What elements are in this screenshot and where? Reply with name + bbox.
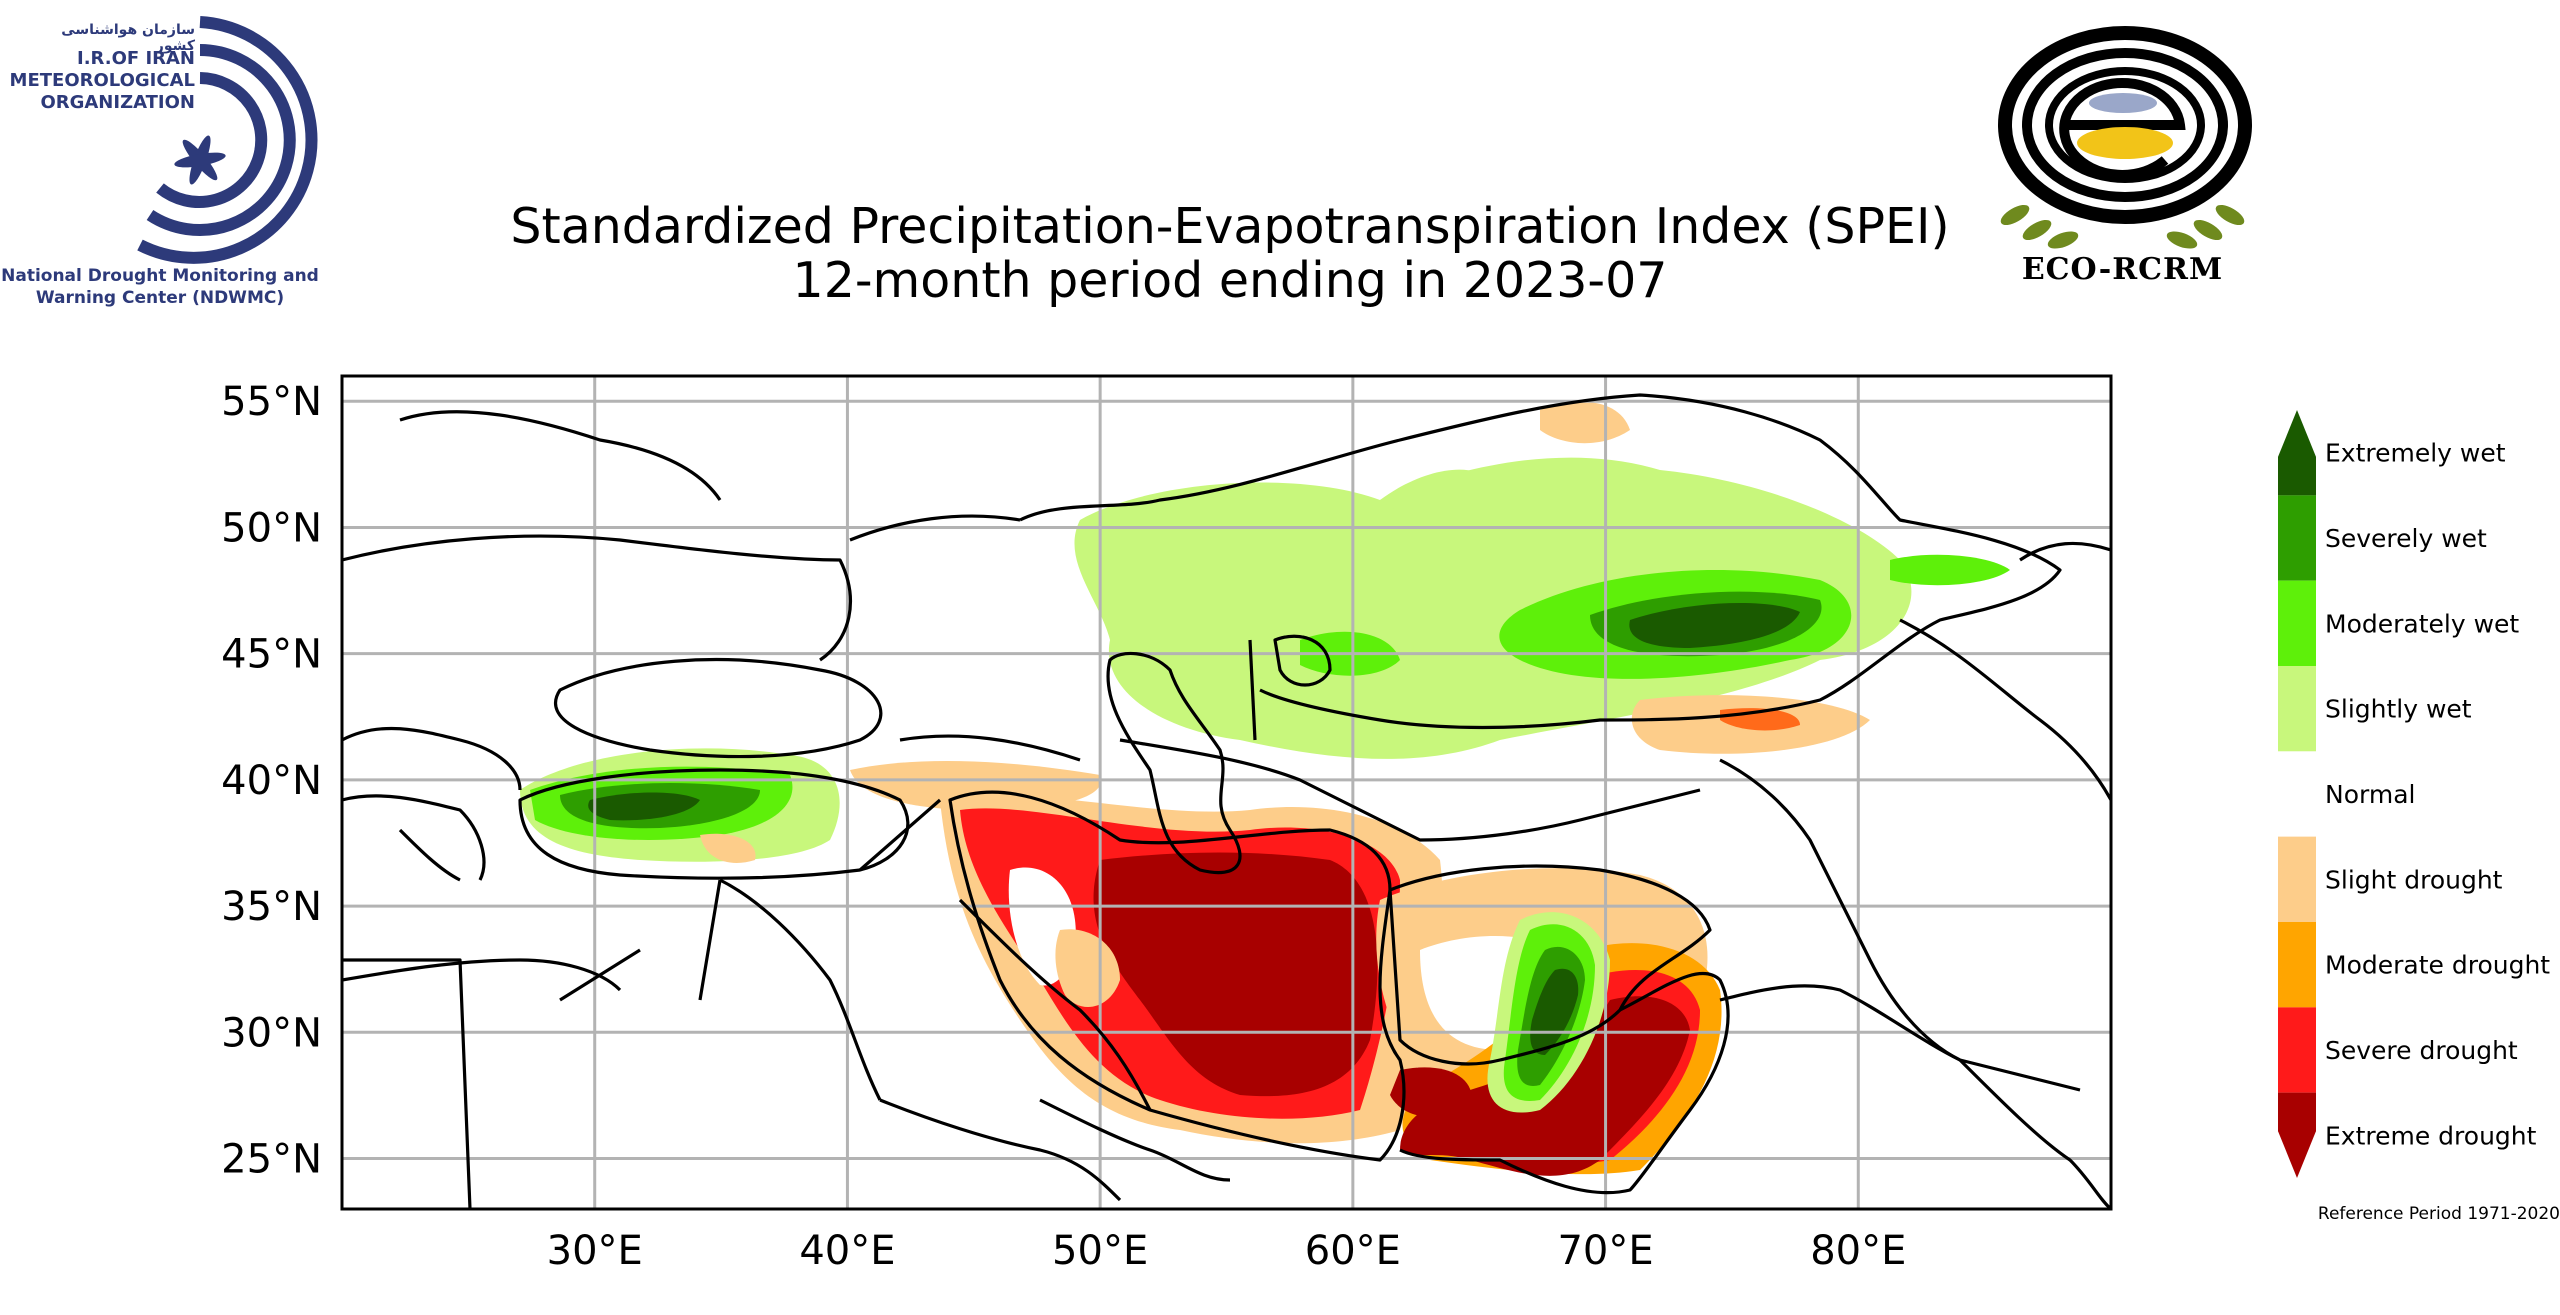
lat-tick-label: 35°N	[221, 884, 322, 930]
lat-tick-label: 30°N	[221, 1010, 322, 1056]
spei-field-layer	[520, 401, 2010, 1176]
country-borders	[342, 393, 2111, 1209]
aral-sea-outline	[1273, 634, 1332, 687]
reference-period: Reference Period 1971-2020	[2317, 1204, 2560, 1224]
legend-swatch	[2278, 922, 2316, 1008]
afghanistan-border	[1388, 864, 1712, 1066]
eco-rcrm-text: ECO-RCRM	[2021, 252, 2224, 287]
lon-tick-label: 30°E	[547, 1228, 643, 1274]
legend-swatch	[2278, 1007, 2316, 1093]
drought-turkey-south	[700, 833, 756, 863]
legend-swatch	[2278, 495, 2316, 581]
arabia-coast	[879, 898, 1152, 1202]
uzbek-turkmen-border	[1119, 738, 1701, 842]
slight-drought-patches-iran	[1055, 929, 1120, 1007]
lat-tick-label: 25°N	[221, 1137, 322, 1183]
legend-colorbar: Extremely wet Severely wet Moderately wet S…	[2278, 410, 2550, 1178]
ndwmc-caption-line1: National Drought Monitoring and	[1, 266, 319, 286]
ndwmc-caption-line2: Warning Center (NDWMC)	[35, 288, 285, 308]
map-title: Standardized Precipitation-Evapotranspir…	[510, 198, 1950, 255]
uzbek-kazakh-split	[1248, 639, 1257, 741]
caspian-sea-outline	[1106, 651, 1242, 875]
extreme-wet-turkey	[588, 792, 700, 821]
arabia-gulf-coast	[1039, 1098, 1231, 1182]
lat-tick-label: 45°N	[221, 632, 322, 678]
ndwmc-logo: سازمان هواشناسی کشور I.R.OF IRAN METEORO…	[0, 10, 330, 310]
lon-tick-label: 70°E	[1557, 1228, 1653, 1274]
belarus-border	[399, 410, 722, 501]
mongolia-border	[2019, 541, 2111, 562]
wet-patch-east	[1890, 554, 2010, 586]
legend-swatch	[2278, 836, 2316, 922]
legend-label: Extremely wet	[2325, 439, 2506, 468]
org-name-line2: METEOROLOGICAL	[9, 70, 195, 91]
turkey-border	[518, 768, 910, 880]
latitude-tick-labels: 55°N 50°N 45°N 40°N 35°N 30°N 25°N	[221, 379, 322, 1182]
legend-swatch	[2278, 666, 2316, 752]
iran-border	[948, 790, 1406, 1162]
legend-label: Normal	[2325, 780, 2415, 809]
india-border	[1719, 984, 2081, 1092]
black-sea-outline	[553, 657, 883, 759]
legend-label: Moderately wet	[2325, 609, 2519, 638]
org-name-line3: ORGANIZATION	[40, 92, 195, 113]
map-frame	[340, 374, 2113, 1211]
china-border	[1719, 618, 2111, 1062]
legend-swatch	[2278, 410, 2316, 496]
legend-swatch	[2278, 1092, 2316, 1178]
drought-north-kazakhstan	[1540, 401, 1630, 444]
legend-label: Slightly wet	[2325, 695, 2472, 724]
lat-tick-label: 55°N	[221, 379, 322, 425]
map-canvas	[342, 376, 2111, 1209]
india-coast	[1958, 1058, 2111, 1209]
legend-label: Extreme drought	[2325, 1121, 2537, 1150]
map-subtitle: 12-month period ending in 2023-07	[792, 252, 1668, 309]
longitude-tick-labels: 30°E 40°E 50°E 60°E 70°E 80°E	[547, 1228, 1907, 1274]
drought-makran-extreme	[1390, 1067, 1472, 1118]
org-persian-name: سازمان هواشناسی کشور	[61, 22, 195, 54]
lat-tick-label: 50°N	[221, 505, 322, 551]
wet-region-kazakhstan-2	[1380, 469, 1490, 518]
wet-region-kazakhstan	[1074, 457, 1912, 759]
graticule	[342, 376, 2111, 1209]
kazakhstan-border	[1019, 393, 2062, 730]
lon-tick-label: 60°E	[1305, 1228, 1401, 1274]
extreme-wet-kazakhstan	[1629, 602, 1800, 648]
eco-rcrm-logo-icon	[1998, 26, 2252, 249]
levant-borders	[559, 798, 942, 1101]
legend-swatch	[2278, 751, 2316, 837]
legend-label: Severe drought	[2325, 1036, 2518, 1065]
org-name-line1: I.R.OF IRAN	[77, 48, 195, 69]
legend-label: Slight drought	[2325, 865, 2503, 894]
egypt-coast	[342, 958, 622, 992]
ukraine-border	[342, 534, 852, 662]
legend-swatch	[2278, 580, 2316, 666]
legend-label: Moderate drought	[2325, 951, 2550, 980]
egypt-border	[342, 958, 472, 1209]
balkan-borders	[342, 726, 522, 882]
lon-tick-label: 40°E	[799, 1228, 895, 1274]
spiral-emblem-icon	[137, 16, 318, 264]
lat-tick-label: 40°N	[221, 758, 322, 804]
russia-south-border	[849, 514, 1081, 762]
lon-tick-label: 50°E	[1052, 1228, 1148, 1274]
drought-iran-extreme	[1093, 852, 1378, 1097]
legend-label: Severely wet	[2325, 524, 2487, 553]
lon-tick-label: 80°E	[1810, 1228, 1906, 1274]
ndwmc-caption: National Drought Monitoring and Warning …	[0, 265, 320, 309]
pakistan-border	[1399, 971, 1730, 1195]
